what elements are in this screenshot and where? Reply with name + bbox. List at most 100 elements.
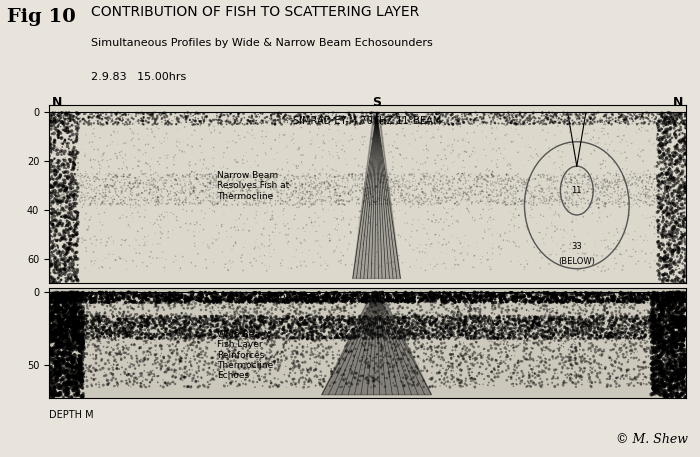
Point: [590, 194, 601, 202]
Point: [52, 159, 64, 166]
Point: [170, 176, 181, 183]
Point: [379, 321, 390, 328]
Point: [679, 329, 690, 336]
Point: [209, 334, 220, 341]
Point: [660, 302, 671, 309]
Point: [593, 320, 604, 327]
Point: [648, 187, 659, 194]
Point: [426, 218, 438, 225]
Point: [116, 112, 127, 119]
Point: [130, 348, 141, 355]
Point: [612, 181, 623, 188]
Point: [363, 159, 374, 166]
Point: [150, 109, 161, 116]
Point: [148, 303, 160, 311]
Point: [662, 370, 673, 377]
Point: [48, 330, 59, 337]
Point: [305, 292, 316, 299]
Point: [510, 334, 521, 341]
Point: [258, 319, 269, 326]
Point: [656, 136, 667, 143]
Point: [596, 326, 607, 334]
Point: [265, 289, 276, 297]
Point: [626, 327, 638, 335]
Point: [225, 117, 236, 124]
Point: [106, 183, 118, 190]
Point: [395, 292, 407, 299]
Point: [395, 332, 406, 340]
Point: [659, 322, 670, 329]
Point: [640, 348, 652, 356]
Point: [52, 112, 64, 119]
Point: [501, 298, 512, 305]
Point: [62, 360, 74, 367]
Point: [369, 120, 380, 127]
Point: [70, 367, 81, 374]
Point: [97, 330, 108, 337]
Point: [70, 382, 81, 389]
Point: [61, 302, 72, 309]
Point: [68, 177, 79, 185]
Point: [141, 263, 153, 270]
Point: [567, 375, 578, 383]
Point: [640, 191, 652, 199]
Point: [72, 128, 83, 135]
Point: [156, 362, 167, 370]
Point: [668, 316, 680, 323]
Point: [193, 290, 204, 298]
Point: [44, 225, 55, 233]
Point: [592, 324, 603, 332]
Point: [223, 138, 234, 146]
Point: [300, 295, 312, 303]
Point: [330, 121, 341, 128]
Point: [491, 190, 502, 197]
Point: [571, 327, 582, 335]
Point: [57, 293, 69, 301]
Point: [55, 303, 66, 310]
Point: [602, 308, 613, 315]
Point: [654, 182, 665, 190]
Point: [441, 299, 452, 306]
Point: [575, 120, 586, 128]
Point: [55, 237, 66, 244]
Point: [483, 216, 494, 223]
Point: [468, 293, 479, 301]
Point: [481, 193, 492, 201]
Point: [379, 301, 391, 308]
Point: [669, 235, 680, 242]
Point: [210, 320, 221, 328]
Point: [227, 201, 238, 208]
Point: [592, 293, 603, 300]
Point: [72, 304, 83, 312]
Point: [288, 360, 300, 367]
Point: [206, 199, 217, 206]
Point: [121, 313, 132, 320]
Point: [183, 319, 195, 327]
Point: [247, 193, 258, 201]
Point: [282, 220, 293, 228]
Point: [599, 302, 610, 309]
Point: [316, 324, 327, 331]
Point: [57, 205, 69, 212]
Point: [433, 333, 444, 340]
Point: [56, 194, 67, 202]
Point: [248, 312, 259, 319]
Point: [308, 321, 319, 329]
Point: [318, 327, 330, 335]
Point: [246, 293, 258, 300]
Point: [327, 298, 338, 305]
Point: [621, 368, 632, 376]
Point: [594, 379, 606, 386]
Point: [67, 383, 78, 390]
Point: [663, 191, 674, 198]
Point: [657, 185, 668, 192]
Point: [453, 218, 464, 226]
Point: [340, 294, 351, 301]
Point: [594, 314, 606, 321]
Point: [71, 200, 83, 207]
Point: [69, 341, 80, 348]
Point: [594, 293, 606, 300]
Point: [156, 313, 167, 320]
Point: [118, 197, 130, 204]
Point: [679, 319, 690, 326]
